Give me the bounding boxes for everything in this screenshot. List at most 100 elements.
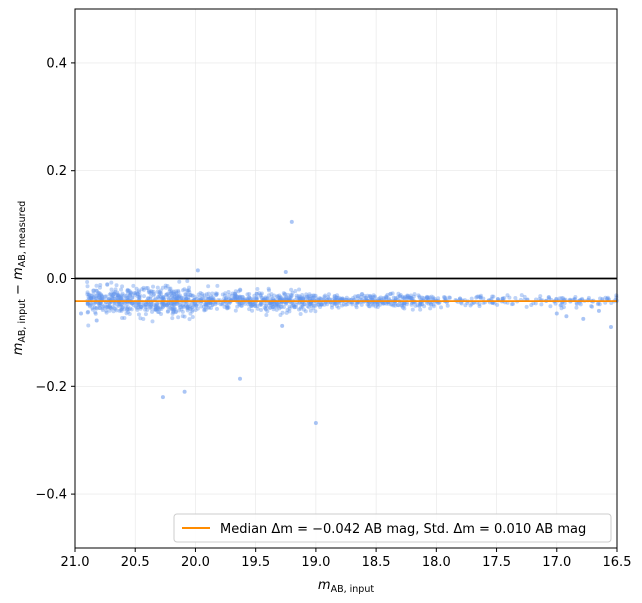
- data-point: [126, 295, 131, 300]
- data-point: [252, 304, 257, 309]
- data-point: [189, 293, 194, 298]
- data-point: [235, 295, 240, 300]
- data-point: [382, 296, 387, 301]
- data-point: [171, 307, 176, 312]
- data-point: [126, 288, 131, 293]
- data-point: [408, 295, 413, 300]
- data-point: [135, 291, 140, 296]
- data-point: [232, 295, 237, 300]
- data-point: [405, 294, 410, 299]
- data-point: [136, 288, 141, 293]
- data-point: [307, 302, 312, 307]
- data-point: [207, 297, 212, 302]
- data-point: [149, 302, 154, 307]
- data-point-outlier: [94, 318, 99, 323]
- data-point: [298, 297, 303, 302]
- data-point: [238, 288, 243, 293]
- data-point: [255, 287, 260, 292]
- data-point: [223, 291, 228, 296]
- data-point: [133, 291, 138, 296]
- data-point: [171, 303, 176, 308]
- data-point: [388, 292, 393, 297]
- data-point: [277, 293, 282, 298]
- data-point: [311, 303, 316, 308]
- data-point: [319, 302, 324, 307]
- data-point: [254, 297, 259, 302]
- data-point: [306, 301, 311, 306]
- data-point: [103, 305, 108, 310]
- data-point: [404, 302, 409, 307]
- data-point: [330, 305, 335, 310]
- data-point: [120, 316, 125, 321]
- data-point: [214, 292, 219, 297]
- data-point: [251, 296, 256, 301]
- data-point: [165, 284, 170, 289]
- data-point: [238, 294, 243, 299]
- data-point: [297, 287, 302, 292]
- data-point: [202, 302, 207, 307]
- data-point: [233, 295, 238, 300]
- data-point: [157, 294, 162, 299]
- data-point: [232, 291, 237, 296]
- data-point: [214, 292, 219, 297]
- data-point-outlier: [182, 389, 187, 394]
- data-point: [233, 291, 238, 296]
- data-point: [290, 304, 295, 309]
- reference-lines: [75, 277, 617, 303]
- data-point: [251, 302, 256, 307]
- data-point: [161, 295, 166, 300]
- data-point: [112, 302, 117, 307]
- data-point: [155, 307, 160, 312]
- data-point: [287, 295, 292, 300]
- data-point: [267, 288, 272, 293]
- data-point: [115, 292, 120, 297]
- data-point: [269, 295, 274, 300]
- data-point: [143, 312, 148, 317]
- data-point: [165, 292, 170, 297]
- data-point: [155, 309, 160, 314]
- data-point: [254, 291, 259, 296]
- data-point: [182, 287, 187, 292]
- data-point: [227, 293, 232, 298]
- data-point: [184, 296, 189, 301]
- data-point: [415, 303, 420, 308]
- data-point: [603, 295, 608, 300]
- data-point: [399, 303, 404, 308]
- data-point: [270, 296, 275, 301]
- data-point: [538, 294, 543, 299]
- data-point: [237, 295, 242, 300]
- data-point: [169, 290, 174, 295]
- x-tick-label: 18.5: [362, 555, 391, 570]
- data-point: [155, 285, 160, 290]
- data-point: [167, 301, 172, 306]
- data-point: [161, 295, 166, 300]
- data-point: [495, 302, 500, 307]
- data-point: [281, 291, 286, 296]
- data-point: [126, 301, 131, 306]
- data-point: [113, 306, 118, 311]
- data-point: [184, 296, 189, 301]
- data-point: [176, 294, 181, 299]
- data-point: [125, 304, 130, 309]
- data-point: [185, 305, 190, 310]
- data-point: [154, 305, 159, 310]
- data-point: [98, 301, 103, 306]
- data-point: [245, 296, 250, 301]
- data-point: [233, 289, 238, 294]
- data-point: [249, 303, 254, 308]
- data-point: [150, 309, 155, 314]
- data-point: [224, 295, 229, 300]
- data-point: [130, 295, 135, 300]
- data-point-outlier: [238, 376, 243, 381]
- data-point: [93, 294, 98, 299]
- data-point: [378, 302, 383, 307]
- data-point: [206, 284, 211, 289]
- data-point: [557, 296, 562, 301]
- data-point: [366, 301, 371, 306]
- data-point: [171, 310, 176, 315]
- data-point: [385, 292, 390, 297]
- data-point: [100, 308, 105, 313]
- data-point: [301, 297, 306, 302]
- data-point: [125, 288, 130, 293]
- data-point: [203, 307, 208, 312]
